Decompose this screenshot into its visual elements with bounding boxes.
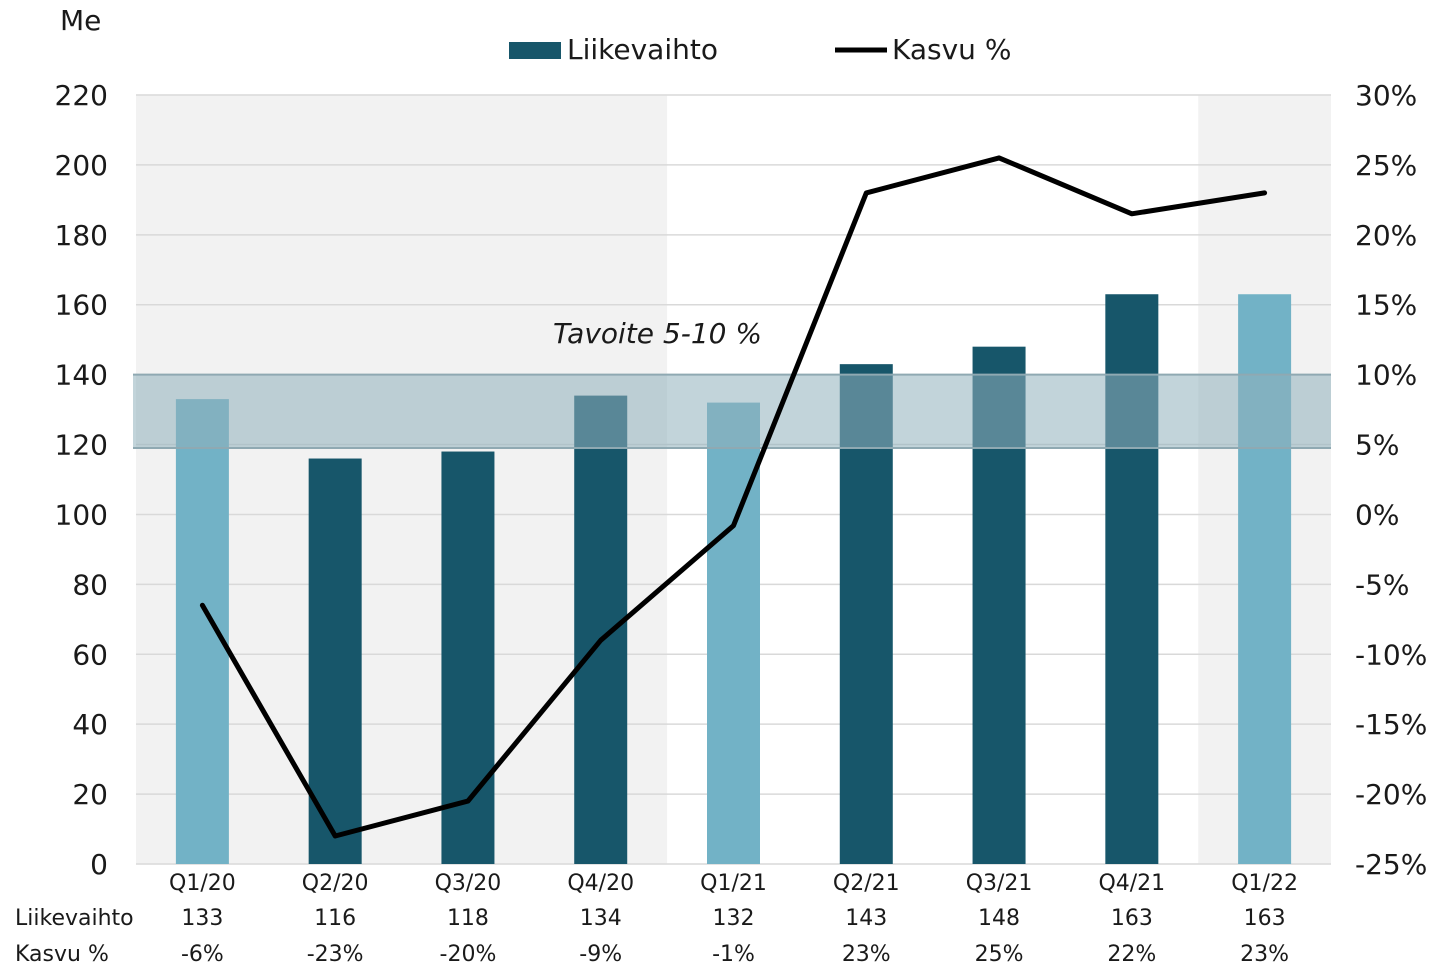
table-cell: 25% [975,942,1024,966]
y-left-tick-label: 200 [55,149,108,182]
table-cell: 118 [447,906,489,931]
y-right-tick-label: 30% [1355,79,1417,112]
y-left-tick-label: 20 [72,778,108,811]
bar-series-liikevaihto [175,294,1292,864]
table-cell: 143 [845,906,887,931]
table-cell: 116 [314,906,356,931]
x-tick-label: Q2/21 [833,871,900,896]
y-left-tick-label: 80 [72,568,108,601]
y-right-tick-label: 5% [1355,429,1399,462]
legend: Liikevaihto Kasvu % [509,33,1011,66]
legend-swatch-liikevaihto [509,42,561,59]
table-cell: 133 [181,906,223,931]
table-cell: 148 [978,906,1020,931]
table-cell: 134 [580,906,622,931]
x-tick-label: Q1/21 [700,871,767,896]
y-axis-right: 30% 25% 20% 15% 10% 5% 0% -5% -10% -15% -20% -25% [1355,79,1427,881]
y-right-tick-label: -25% [1355,848,1427,881]
y-left-tick-label: 0 [90,848,108,881]
target-band [133,373,1331,450]
legend-label-kasvu: Kasvu % [892,33,1011,66]
x-tick-label: Q3/20 [435,871,502,896]
bar-Q2/20 [308,458,362,864]
table-cell: -1% [712,942,755,966]
line-kasvu [199,155,1268,839]
y-left-tick-label: 40 [72,708,108,741]
legend-label-liikevaihto: Liikevaihto [567,33,718,66]
y-left-tick-label: 120 [55,429,108,462]
y-right-tick-label: 20% [1355,219,1417,252]
y-right-tick-label: -15% [1355,708,1427,741]
table-row-label: Liikevaihto [15,906,134,931]
table-cell: -20% [440,942,497,966]
target-band-rect [133,374,1331,449]
table-row-label: Kasvu % [15,942,109,966]
x-tick-label: Q3/21 [966,871,1033,896]
table-cell: -23% [307,942,364,966]
table-cell: 22% [1107,942,1156,966]
table-cell: -9% [579,942,622,966]
table-cell: 23% [842,942,891,966]
y-left-tick-label: 220 [55,79,108,112]
y-left-tick-label: 60 [72,638,108,671]
table-cell: 163 [1244,906,1286,931]
bar-Q4/20 [574,395,628,864]
y-right-tick-label: 0% [1355,498,1399,531]
unit-label: Me [60,4,101,37]
data-table: Liikevaihto 133 116 118 134 132 143 148 163 163 Ka… [15,906,1289,966]
bar-Q1/21 [707,402,760,864]
y-left-tick-label: 100 [55,498,108,531]
y-right-tick-label: -10% [1355,638,1427,671]
target-band-label: Tavoite 5-10 % [553,317,762,350]
y-right-tick-label: 15% [1355,289,1417,322]
y-left-tick-label: 140 [55,359,108,392]
y-right-tick-label: -20% [1355,778,1427,811]
x-tick-label: Q2/20 [302,871,369,896]
x-tick-label: Q4/20 [567,871,634,896]
table-cell: 163 [1111,906,1153,931]
y-right-tick-label: 10% [1355,359,1417,392]
y-left-tick-label: 160 [55,289,108,322]
x-tick-label: Q4/21 [1098,871,1165,896]
table-cell: 23% [1240,942,1289,966]
bar-Q1/20 [175,399,229,864]
line-series-kasvu [199,155,1268,839]
y-left-tick-label: 180 [55,219,108,252]
x-tick-label: Q1/20 [169,871,236,896]
table-cell: -6% [181,942,224,966]
x-axis: Q1/20 Q2/20 Q3/20 Q4/20 Q1/21 Q2/21 Q3/21 Q4/21… [169,871,1298,896]
table-cell: 132 [713,906,755,931]
y-right-tick-label: 25% [1355,149,1417,182]
y-right-tick-label: -5% [1355,568,1410,601]
bar-Q3/20 [441,451,495,864]
x-tick-label: Q1/22 [1231,871,1298,896]
